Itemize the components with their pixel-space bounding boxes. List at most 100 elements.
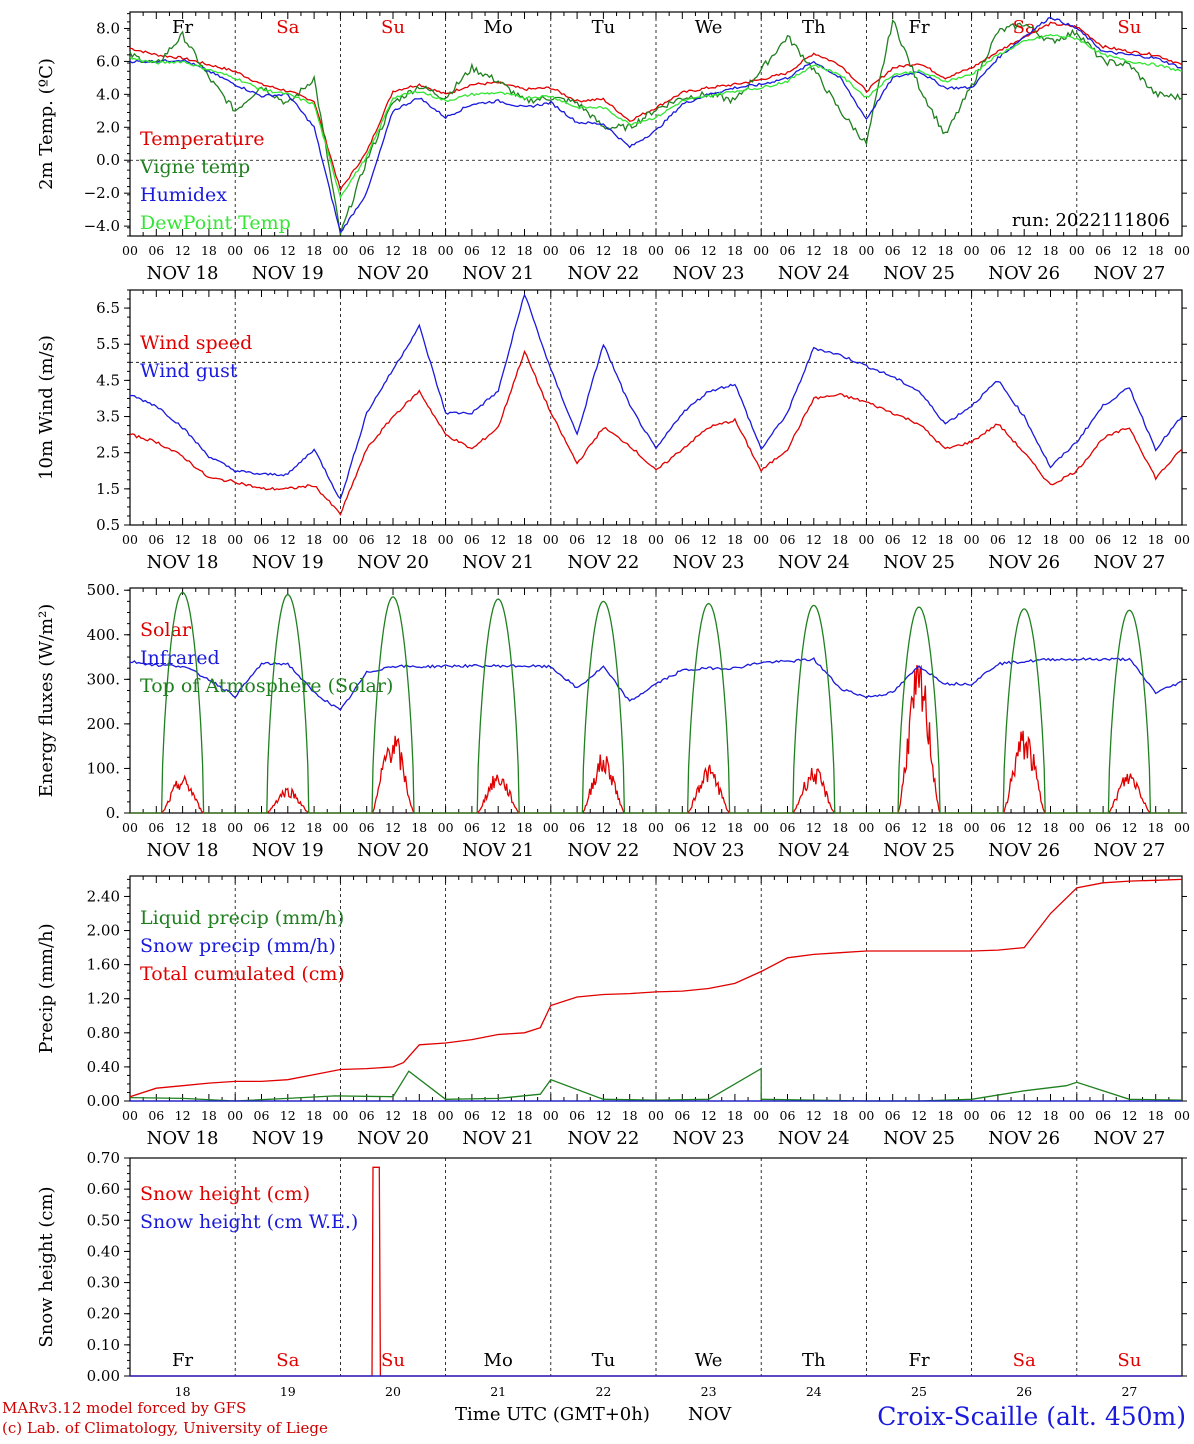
run-label: run: 2022111806	[1012, 210, 1170, 231]
y-tick-label: 3.5	[96, 408, 120, 426]
date-short-label: 27	[1121, 1384, 1137, 1399]
hour-label: 18	[937, 1108, 953, 1123]
hour-label: 12	[701, 532, 717, 547]
date-label: NOV 20	[357, 552, 429, 573]
series-line-snow-height-cm-	[130, 1166, 1182, 1377]
date-label: NOV 27	[1093, 263, 1165, 284]
series-line-infrared	[129, 657, 1183, 712]
hour-label: 18	[832, 1108, 848, 1123]
legend-entry: Snow precip (mm/h)	[140, 935, 336, 957]
y-tick-label: 2.0	[96, 118, 120, 136]
date-label: NOV 24	[778, 840, 850, 861]
y-tick-label: 0.00	[87, 1367, 120, 1385]
hour-label: 06	[674, 820, 690, 835]
hour-label: 18	[727, 532, 743, 547]
hour-label: 00	[332, 243, 348, 258]
hour-label: 00	[858, 532, 874, 547]
hour-label: 12	[280, 532, 296, 547]
y-tick-label: 400.	[87, 626, 120, 644]
time-axis-label: Time UTC (GMT+0h)	[455, 1404, 650, 1425]
hour-label: 18	[201, 1108, 217, 1123]
y-tick-label: 4.0	[96, 85, 120, 103]
date-label: NOV 22	[567, 552, 639, 573]
station-name: Croix-Scaille (alt. 450m)	[877, 1402, 1186, 1431]
hour-label: 12	[175, 243, 191, 258]
hour-label: 00	[543, 1108, 559, 1123]
y-axis-label: 2m Temp. (ºC)	[36, 58, 57, 190]
y-tick-label: 5.5	[96, 335, 120, 353]
hour-label: 00	[122, 243, 138, 258]
date-short-label: 25	[911, 1384, 927, 1399]
weekday-label: Mo	[484, 1350, 513, 1371]
y-tick-label: 0.5	[96, 516, 120, 534]
y-tick-label: 0.30	[87, 1274, 120, 1292]
legend-entry: Snow height (cm W.E.)	[140, 1211, 358, 1233]
panel-3: 500. 400. 300. 200. 100. 0. Energy fluxes (W/m…	[36, 581, 1190, 861]
legend-entry: Total cumulated (cm)	[140, 963, 345, 985]
date-label: NOV 27	[1093, 840, 1165, 861]
hour-label: 12	[911, 243, 927, 258]
y-tick-label: 300.	[87, 670, 120, 688]
hour-label: 12	[385, 243, 401, 258]
hour-label: 12	[1121, 1108, 1137, 1123]
y-tick-label: 100.	[87, 759, 120, 777]
panel-5: 0.70 0.60 0.50 0.40 0.30 0.20 0.10 0.00 Snow hei…	[36, 1149, 1187, 1399]
hour-label: 12	[911, 532, 927, 547]
date-label: NOV 25	[883, 552, 955, 573]
hour-label: 12	[385, 1108, 401, 1123]
hour-label: 18	[937, 243, 953, 258]
hour-label: 12	[175, 820, 191, 835]
hour-label: 00	[753, 532, 769, 547]
date-label: NOV 24	[778, 263, 850, 284]
hour-label: 06	[464, 532, 480, 547]
legend-entry: Wind speed	[140, 332, 252, 354]
hour-label: 06	[464, 820, 480, 835]
hour-label: 06	[990, 532, 1006, 547]
hour-label: 00	[964, 243, 980, 258]
hour-label: 00	[438, 532, 454, 547]
hour-label: 00	[227, 1108, 243, 1123]
weekday-label: We	[695, 1350, 723, 1371]
date-short-label: 18	[175, 1384, 191, 1399]
hour-label: 18	[411, 1108, 427, 1123]
hour-label: 00	[964, 1108, 980, 1123]
weekday-label: Tu	[592, 1350, 616, 1371]
hour-label: 18	[517, 1108, 533, 1123]
hour-label: 18	[201, 820, 217, 835]
hour-label: 00	[648, 1108, 664, 1123]
hour-label: 12	[701, 243, 717, 258]
hour-label: 06	[254, 532, 270, 547]
hour-label: 00	[543, 820, 559, 835]
date-short-label: 20	[385, 1384, 401, 1399]
hour-label: 18	[1043, 1108, 1059, 1123]
hour-label: 06	[569, 820, 585, 835]
date-label: NOV 18	[147, 263, 219, 284]
hour-label: 06	[464, 1108, 480, 1123]
y-tick-label: 0.60	[87, 1180, 120, 1198]
date-label: NOV 25	[883, 1128, 955, 1149]
hour-label: 12	[806, 820, 822, 835]
hour-label: 12	[806, 243, 822, 258]
date-label: NOV 24	[778, 552, 850, 573]
hour-label: 18	[622, 820, 638, 835]
y-tick-label: 4.5	[96, 371, 120, 389]
hour-label: 18	[306, 820, 322, 835]
hour-label: 00	[1069, 532, 1085, 547]
weekday-label: Sa	[1013, 1350, 1036, 1371]
hour-label: 12	[280, 243, 296, 258]
y-axis-label: Snow height (cm)	[36, 1186, 57, 1347]
y-tick-label: 8.0	[96, 19, 120, 37]
plot-frame	[129, 587, 1183, 814]
weekday-label: Fr	[172, 17, 193, 38]
hour-label: 12	[280, 1108, 296, 1123]
weekday-label: Tu	[592, 17, 616, 38]
hour-label: 06	[990, 1108, 1006, 1123]
hour-label: 06	[885, 820, 901, 835]
date-label: NOV 21	[462, 1128, 534, 1149]
hour-label: 12	[1121, 820, 1137, 835]
hour-label: 18	[1148, 820, 1164, 835]
date-label: NOV 27	[1093, 552, 1165, 573]
hour-label: 00	[858, 820, 874, 835]
panel-1: 8.0 6.0 4.0 2.0 0.0 −2.0 −4.0 2m Temp. (ºC) 00 06…	[36, 11, 1190, 284]
